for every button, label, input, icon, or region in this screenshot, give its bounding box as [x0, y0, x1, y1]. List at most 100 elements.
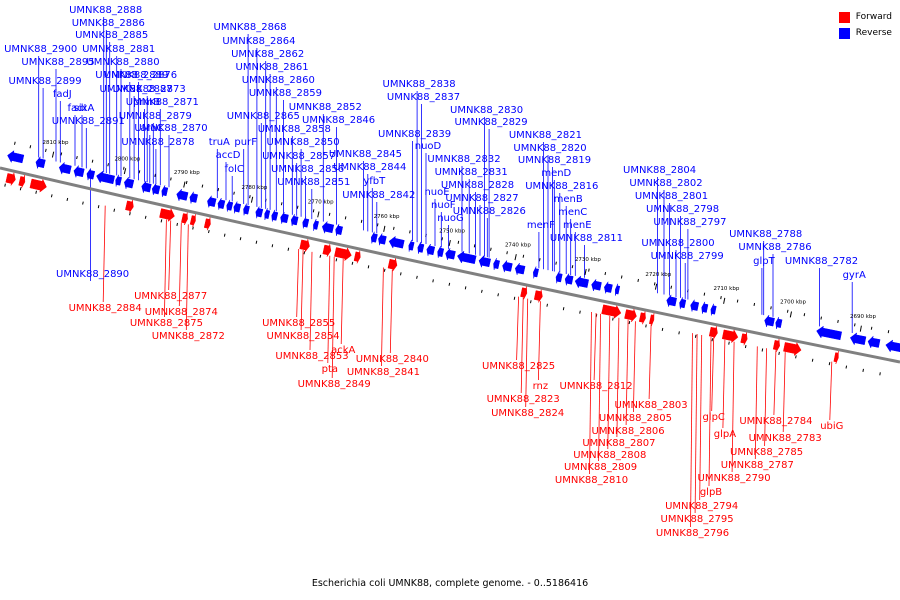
forward-gene-label: UMNK88_2807	[582, 438, 655, 449]
leader-line	[381, 267, 384, 367]
reverse-gene-arrow	[335, 223, 343, 236]
ruler-tick	[579, 310, 581, 314]
reverse-gene-label: UMNK88_2821	[509, 130, 582, 141]
ruler-tick	[637, 278, 639, 283]
reverse-gene-label: UMNK88_2782	[785, 256, 858, 267]
reverse-gene-label: nuoE	[424, 187, 449, 198]
forward-gene-label: UMNK88_2785	[730, 447, 803, 458]
reverse-gene-arrow	[217, 197, 226, 210]
forward-gene-arrow	[387, 258, 398, 272]
forward-gene-label: UMNK88_2805	[599, 413, 672, 424]
reverse-gene-arrow	[115, 174, 123, 187]
ruler-label: 2800 kbp	[114, 156, 140, 162]
ruler-tick	[154, 173, 156, 178]
reverse-gene-label: UMNK88_2802	[629, 178, 702, 189]
reverse-gene-label: UMNK88_2828	[441, 180, 514, 191]
forward-gene-label: UMNK88_2790	[698, 473, 771, 484]
ruler-tick	[160, 219, 163, 223]
reverse-gene-arrow	[591, 279, 602, 292]
ruler-tick	[862, 368, 864, 372]
reverse-gene-label: UMNK88_2900	[4, 44, 77, 55]
ruler-tick	[287, 247, 290, 251]
ruler-major-tick	[514, 254, 517, 261]
reverse-gene-arrow	[885, 339, 900, 353]
ruler-tick	[744, 344, 747, 349]
reverse-gene-label: UMNK88_2845	[329, 149, 402, 160]
ruler-label: 2750 kbp	[439, 228, 465, 234]
ruler-tick	[481, 289, 483, 293]
reverse-gene-label: UMNK88_2885	[75, 30, 148, 41]
leader-line	[340, 258, 344, 345]
ruler-tick	[571, 265, 574, 269]
reverse-gene-label: UMNK88_2865	[227, 111, 300, 122]
reverse-gene-arrow	[564, 273, 574, 286]
forward-gene-label: glpC	[702, 412, 724, 423]
ruler-tick	[393, 226, 395, 230]
leader-line	[616, 317, 620, 438]
reverse-gene-label: UMNK88_2881	[82, 44, 155, 55]
leader-line	[782, 352, 786, 433]
ruler-tick	[837, 319, 839, 324]
leader-line	[607, 315, 611, 450]
reverse-gene-arrow	[867, 335, 881, 349]
ruler-tick	[344, 216, 347, 220]
leader-line	[327, 255, 331, 364]
ruler-tick	[138, 170, 141, 174]
forward-gene-arrow	[322, 244, 332, 257]
ruler-tick	[367, 265, 370, 269]
ruler-tick	[312, 209, 315, 213]
ruler-label: 2720 kbp	[645, 272, 671, 278]
forward-gene-label: ackA	[331, 345, 355, 356]
ruler-tick	[192, 226, 194, 230]
gene-arrows	[5, 150, 900, 364]
ruler-tick	[457, 240, 460, 244]
ruler-tick	[29, 145, 32, 149]
reverse-gene-label: UMNK88_2868	[214, 22, 287, 33]
forward-gene-label: UMNK88_2787	[721, 460, 794, 471]
forward-gene-label: UMNK88_2877	[134, 291, 207, 302]
ruler-tick	[670, 285, 673, 289]
forward-gene-arrow	[29, 178, 47, 193]
ruler-tick	[107, 163, 109, 167]
reverse-gene-label: UMNK88_2859	[249, 88, 322, 99]
forward-gene-arrow	[783, 341, 802, 357]
reverse-gene-label: UMNK88_2788	[729, 229, 802, 240]
forward-gene-arrow	[203, 217, 211, 231]
reverse-gene-arrow	[775, 316, 783, 329]
reverse-gene-arrow	[493, 258, 500, 270]
forward-gene-label: UMNK88_2824	[491, 408, 564, 419]
leader-line	[538, 301, 541, 381]
ruler-tick	[441, 237, 443, 241]
ruler-tick	[506, 251, 508, 255]
ruler-tick	[820, 316, 822, 320]
ruler-tick	[351, 261, 354, 265]
reverse-gene-label: purF	[234, 137, 257, 148]
reverse-gene-arrow	[378, 233, 387, 246]
ruler-tick	[588, 268, 590, 272]
leader-line	[754, 346, 758, 460]
forward-gene-label: UMNK88_2810	[555, 475, 628, 486]
ruler-tick	[113, 208, 116, 212]
reverse-gene-label: fadJ	[53, 89, 72, 100]
reverse-gene-arrow	[161, 185, 169, 198]
reverse-gene-arrow	[457, 250, 477, 264]
forward-gene-arrow	[334, 247, 352, 262]
forward-swatch	[838, 11, 850, 23]
leader-line	[690, 333, 693, 528]
reverse-gene-arrow	[514, 262, 526, 275]
forward-gene-arrow	[353, 250, 361, 264]
reverse-gene-arrow	[679, 297, 687, 310]
ruler-major-tick	[448, 239, 451, 247]
reverse-gene-arrow	[445, 248, 456, 261]
reverse-gene-label: UMNK88_2861	[236, 62, 309, 73]
ruler-tick	[786, 309, 789, 313]
ruler-tick	[35, 190, 37, 194]
ruler-label: 2710 kbp	[713, 286, 739, 292]
ruler-tick	[694, 334, 697, 338]
ruler-tick	[170, 177, 172, 181]
reverse-gene-arrow	[189, 191, 198, 204]
forward-gene-arrow	[740, 332, 748, 346]
ruler-tick	[555, 261, 557, 265]
ruler-tick	[770, 306, 772, 310]
reverse-gene-label: UMNK88_2878	[121, 137, 194, 148]
